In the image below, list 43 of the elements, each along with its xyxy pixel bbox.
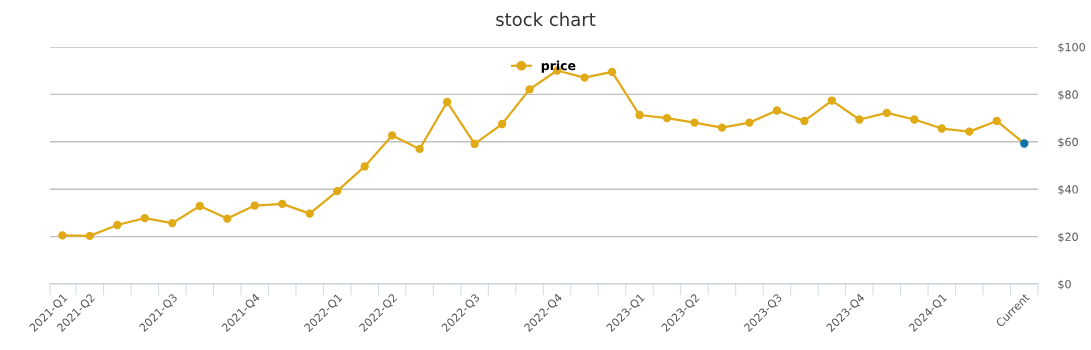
point [333,186,342,196]
point [965,127,974,136]
point [360,162,369,171]
point [855,115,864,124]
y-tick-label: $60 [1058,137,1078,148]
point [662,113,672,123]
point [800,116,809,126]
point [140,213,149,223]
point [607,67,617,77]
y-tick-label: $0 [1058,279,1071,290]
point [745,118,754,127]
point [635,110,644,120]
point [772,106,782,115]
point [910,115,919,124]
point [168,218,177,228]
point [415,144,424,154]
point [717,123,727,132]
y-tick-label: $80 [1058,90,1078,101]
chart-title: stock chart [496,12,596,27]
point [580,73,589,82]
point [882,108,892,118]
y-tick-label: $100 [1058,42,1085,53]
point [195,201,204,211]
y-tick-label: $20 [1058,232,1078,243]
point [1020,139,1029,148]
point [992,116,1001,126]
point [250,201,259,210]
point [827,96,837,105]
point [223,214,232,223]
point [305,209,314,218]
y-tick-label: $40 [1058,184,1078,196]
point [387,131,397,140]
point [442,97,452,107]
point [278,199,287,209]
point [690,118,699,127]
point [58,231,67,240]
point [470,139,479,149]
point [525,85,534,94]
point [113,220,122,230]
point [497,119,507,129]
point [937,124,946,133]
point [85,231,95,241]
legend-label: price [541,60,576,73]
